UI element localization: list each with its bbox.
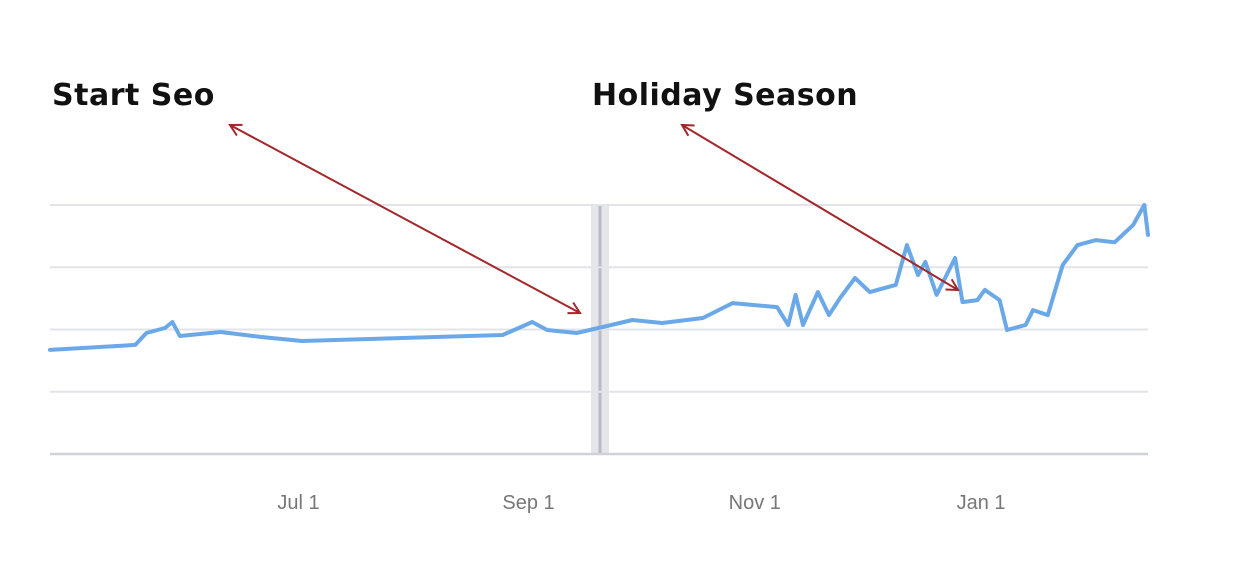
x-tick-label: Nov 1 <box>729 492 781 514</box>
annotation-arrow <box>682 125 958 290</box>
annotation: Holiday Season <box>592 78 858 113</box>
x-tick-label: Sep 1 <box>502 492 554 514</box>
series-line <box>48 203 1150 352</box>
x-tick-label: Jul 1 <box>277 492 319 514</box>
annotation-arrow <box>230 125 580 313</box>
annotation: Start Seo <box>52 78 215 113</box>
x-tick-label: Jan 1 <box>957 492 1006 514</box>
